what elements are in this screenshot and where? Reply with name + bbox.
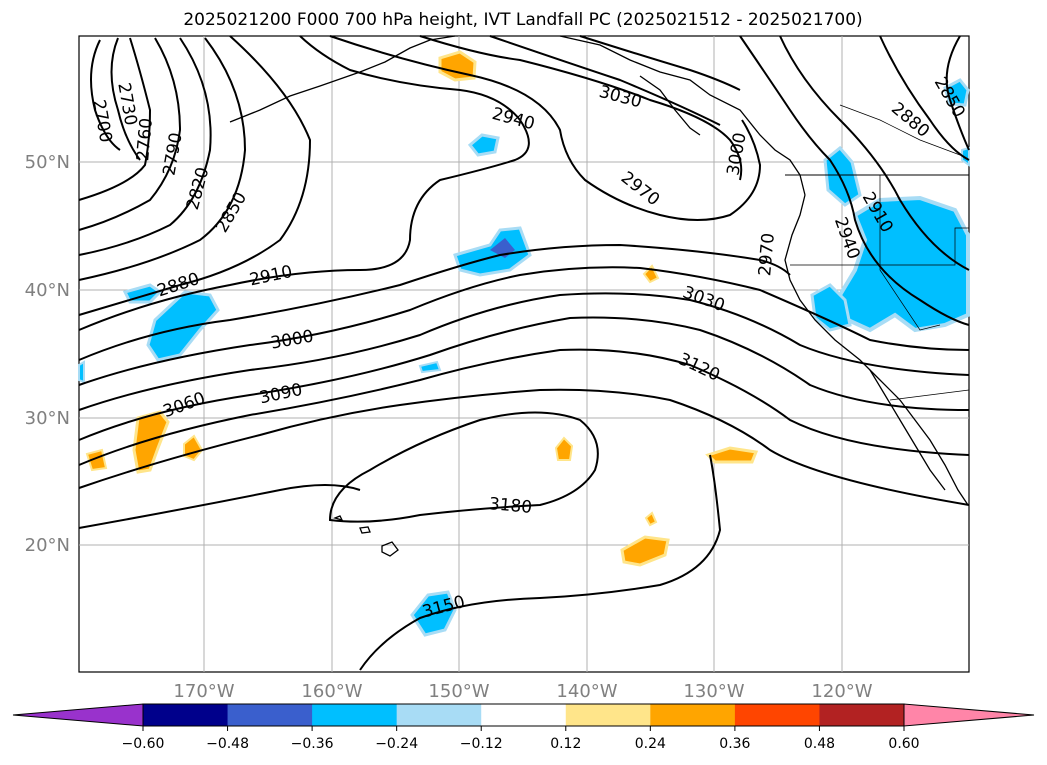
pos-area-1 <box>438 50 477 82</box>
colorbar-tick-label: 0.12 <box>550 736 581 752</box>
lat-label-30n: 30°N <box>25 408 70 429</box>
colorbar-tick-label: −0.60 <box>122 736 165 752</box>
state-border-2 <box>879 175 941 331</box>
contour-3150 <box>78 454 722 671</box>
lon-label-140w: 140°W <box>556 681 617 702</box>
colorbar-segment <box>650 704 736 726</box>
pos-area-7 <box>705 446 759 464</box>
ivt-fill-areas <box>78 50 970 637</box>
colorbar-segment <box>481 704 567 726</box>
contour-2970-mid <box>78 243 791 361</box>
colorbar-segment <box>312 704 398 726</box>
colorbar-tick-label: 0.36 <box>719 736 750 752</box>
province-border <box>839 104 961 156</box>
colorbar-tick-label: −0.24 <box>375 736 418 752</box>
contour-2790 <box>78 37 182 231</box>
colorbar-extend-min <box>12 703 144 727</box>
contour-2940 <box>329 35 762 221</box>
latitude-labels: 50°N 40°N 30°N 20°N <box>25 152 70 556</box>
mexico-border <box>889 389 970 401</box>
contour-2850-east <box>945 35 970 151</box>
contour-2940-east <box>739 35 970 326</box>
contour-2850 <box>78 37 247 281</box>
alaska-panhandle <box>639 75 701 136</box>
contour-2970 <box>419 35 743 181</box>
contour-3000-mid <box>78 266 970 386</box>
pos-area-6 <box>554 436 574 461</box>
contour-2880 <box>78 35 312 316</box>
lon-label-160w: 160°W <box>301 681 362 702</box>
lon-label-130w: 130°W <box>683 681 744 702</box>
contour-3030-north <box>579 35 741 91</box>
pos-area-3 <box>85 448 108 472</box>
hawaii-island-big <box>381 541 399 557</box>
contour-2910-east <box>779 35 970 271</box>
lat-label-40n: 40°N <box>25 280 70 301</box>
lat-label-50n: 50°N <box>25 152 70 173</box>
contour-2820 <box>78 37 212 256</box>
colorbar-segment <box>143 704 229 726</box>
neg-area-8 <box>837 195 970 333</box>
colorbar-segment <box>734 704 820 726</box>
colorbar-tick-label: −0.12 <box>460 736 503 752</box>
contour-label: 2970 <box>755 232 779 277</box>
colorbar-segment <box>396 704 482 726</box>
contour-3060 <box>78 316 970 441</box>
pos-area-9 <box>644 511 658 527</box>
hawaii-island-2 <box>359 526 371 534</box>
map-panel: 2700 2730 2760 2790 2820 2850 2880 2910 … <box>78 35 970 673</box>
neg-area-9 <box>810 283 852 332</box>
contour-2880-east <box>879 35 970 161</box>
neg-area-5 <box>418 360 442 374</box>
contour-label: 2760 <box>133 117 157 162</box>
neg-area-7 <box>823 145 862 207</box>
colorbar-segment <box>227 704 313 726</box>
contour-3030-mid <box>78 292 970 411</box>
map-title: 2025021200 F000 700 hPa height, IVT Land… <box>183 10 862 30</box>
colorbar-tick-label: 0.60 <box>888 736 919 752</box>
colorbar-extend-max <box>903 703 1035 727</box>
colorbar-tick-label: 0.24 <box>635 736 666 752</box>
colorbar: −0.60 −0.48 −0.36 −0.24 −0.12 0.12 0.24 0.36 0.4… <box>12 703 1035 752</box>
contour-2760 <box>78 37 152 201</box>
hawaii-island-1 <box>332 515 344 522</box>
lon-label-150w: 150°W <box>428 681 489 702</box>
alaska-bc-coast <box>559 35 806 196</box>
map-frame <box>78 35 970 673</box>
gridlines <box>79 36 969 672</box>
lon-label-120w: 120°W <box>811 681 872 702</box>
colorbar-tick-label: −0.36 <box>291 736 334 752</box>
colorbar-tick-label: 0.48 <box>804 736 835 752</box>
neg-area-3 <box>453 226 532 277</box>
baja-coast <box>869 369 946 491</box>
state-border-1 <box>790 227 969 266</box>
lat-label-20n: 20°N <box>25 535 70 556</box>
colorbar-segment <box>819 704 905 726</box>
contour-2910 <box>78 35 530 331</box>
contour-3120 <box>78 388 970 506</box>
contour-2700 <box>90 39 121 151</box>
contour-3000 <box>489 35 721 126</box>
colorbar-tick-label: −0.48 <box>206 736 249 752</box>
contour-2730 <box>110 37 141 161</box>
longitude-labels: 170°W 160°W 150°W 140°W 130°W 120°W <box>173 681 872 702</box>
contour-3090 <box>78 348 970 466</box>
neg-area-12 <box>78 360 85 384</box>
colorbar-outline <box>142 703 905 727</box>
lon-label-170w: 170°W <box>173 681 234 702</box>
pos-area-8 <box>620 535 670 567</box>
height-contours <box>78 35 970 671</box>
contour-3180 <box>328 411 599 523</box>
neg-area-10 <box>943 78 970 107</box>
contour-label: 3180 <box>488 494 533 518</box>
colorbar-segment <box>565 704 651 726</box>
neg-area-4 <box>467 133 500 157</box>
